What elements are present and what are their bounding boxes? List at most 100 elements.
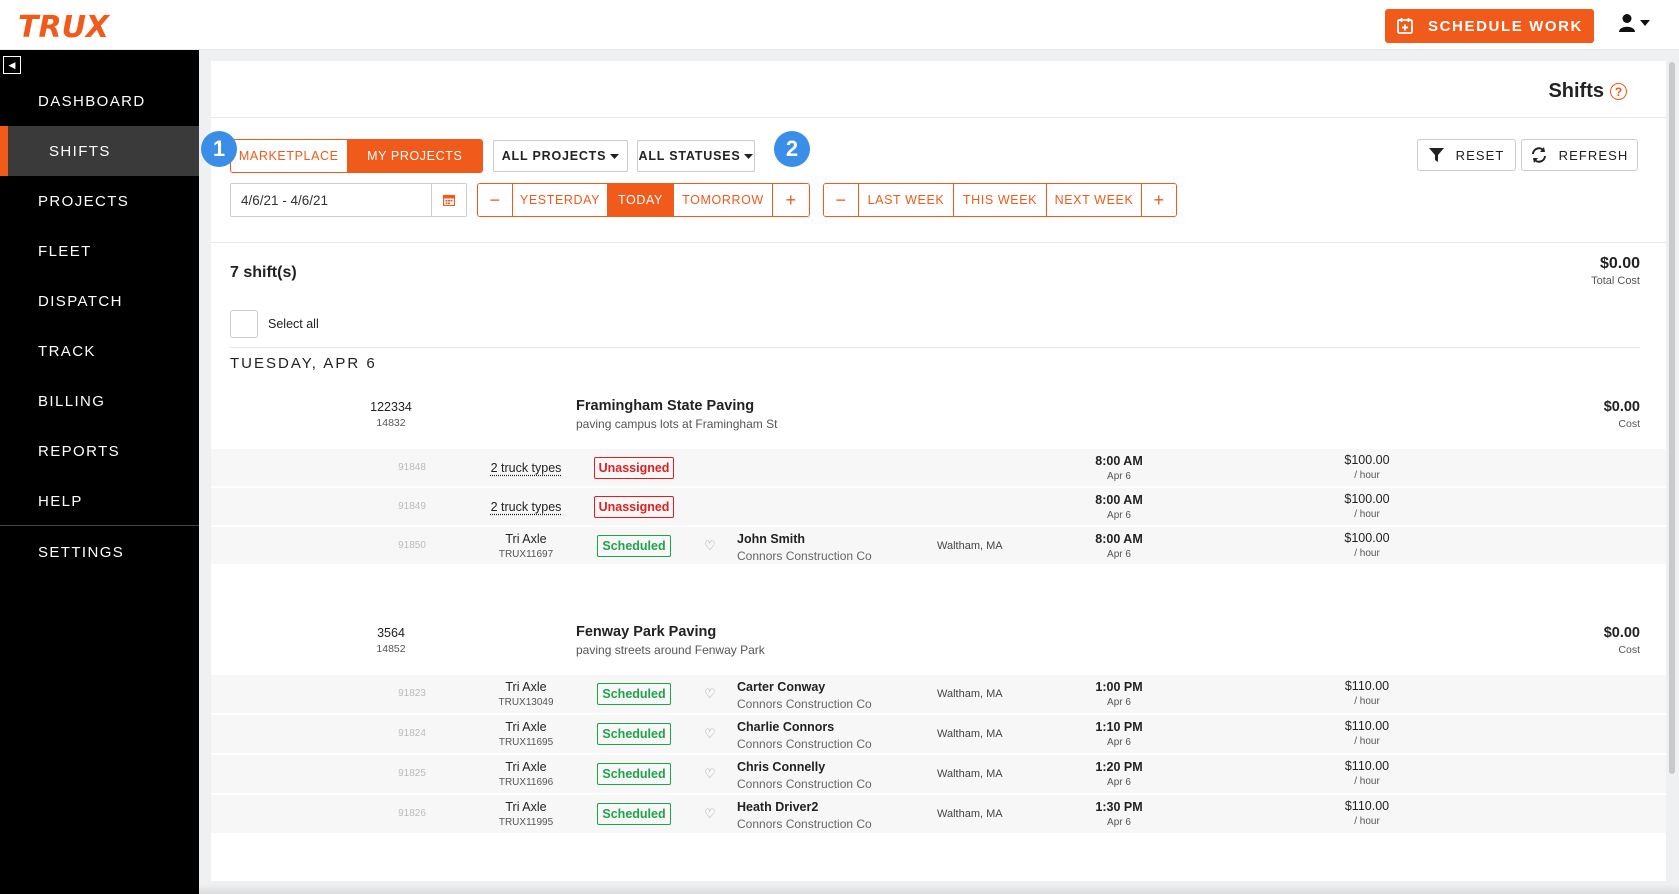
shift-location: Waltham, MA bbox=[937, 688, 1003, 700]
shift-location: Waltham, MA bbox=[937, 808, 1003, 820]
status-badge: Scheduled bbox=[597, 535, 671, 557]
project-cost-value: $0.00 bbox=[1603, 399, 1640, 415]
shift-time-value: 1:30 PM bbox=[1095, 800, 1143, 814]
truck-type[interactable]: 2 truck types bbox=[490, 461, 562, 475]
sidebar: ◀ DASHBOARD SHIFTS PROJECTS FLEET DISPAT… bbox=[0, 50, 199, 894]
truck-type-value: Tri Axle bbox=[505, 680, 547, 694]
scrollbar[interactable] bbox=[1669, 62, 1675, 774]
status-badge: Unassigned bbox=[594, 457, 674, 479]
yesterday-button[interactable]: YESTERDAY bbox=[513, 184, 608, 216]
rate-value: $110.00 bbox=[1344, 799, 1390, 813]
status-badge: Unassigned bbox=[594, 496, 674, 518]
driver-company: Connors Construction Co bbox=[737, 549, 872, 563]
project-sub-number: 14832 bbox=[376, 417, 406, 429]
callout-badge-1: 1 bbox=[201, 131, 237, 167]
rate-unit: / hour bbox=[1354, 776, 1380, 787]
page-title: Shifts ? bbox=[1548, 80, 1627, 103]
driver: Carter Conway Connors Construction Co bbox=[737, 680, 872, 711]
table-row[interactable]: 91823 Tri Axle TRUX13049 Scheduled ♡ Car… bbox=[211, 675, 1666, 714]
reset-label: RESET bbox=[1455, 147, 1505, 163]
today-button[interactable]: TODAY bbox=[608, 184, 674, 216]
tab-my-projects[interactable]: MY PROJECTS bbox=[347, 140, 482, 172]
table-row[interactable]: 91848 2 truck types Unassigned 8:00 AM A… bbox=[211, 449, 1666, 487]
total-cost-value: $0.00 bbox=[1599, 255, 1640, 272]
day-plus-button[interactable]: + bbox=[773, 184, 809, 216]
driver: Heath Driver2 Connors Construction Co bbox=[737, 800, 872, 831]
tab-marketplace[interactable]: MARKETPLACE bbox=[231, 140, 348, 172]
truck-type[interactable]: 2 truck types bbox=[490, 500, 562, 514]
rate-value: $110.00 bbox=[1344, 719, 1390, 733]
rate-unit: / hour bbox=[1354, 696, 1380, 707]
truck-type-value: Tri Axle bbox=[505, 760, 547, 774]
driver-company: Connors Construction Co bbox=[737, 697, 872, 711]
reset-button[interactable]: RESET bbox=[1417, 139, 1516, 171]
select-all-checkbox[interactable] bbox=[230, 310, 258, 338]
sidebar-item-settings[interactable]: SETTINGS bbox=[38, 543, 125, 561]
statuses-dropdown[interactable]: ALL STATUSES bbox=[637, 140, 755, 172]
project-number-value: 122334 bbox=[370, 400, 412, 414]
week-plus-button[interactable]: + bbox=[1142, 184, 1176, 216]
status-badge: Scheduled bbox=[597, 683, 671, 705]
favorite-heart-icon[interactable]: ♡ bbox=[704, 538, 716, 553]
projects-dropdown[interactable]: ALL PROJECTS bbox=[493, 140, 628, 172]
calendar-icon[interactable] bbox=[431, 184, 466, 216]
shift-rate: $110.00 / hour bbox=[1327, 679, 1407, 707]
driver-name: Chris Connelly bbox=[737, 760, 826, 774]
sidebar-item-fleet[interactable]: FLEET bbox=[38, 242, 92, 260]
date-range-picker[interactable]: 4/6/21 - 4/6/21 bbox=[230, 183, 467, 217]
statuses-dropdown-label: ALL STATUSES bbox=[638, 149, 741, 163]
shift-time-value: 1:10 PM bbox=[1095, 720, 1143, 734]
tomorrow-button[interactable]: TOMORROW bbox=[674, 184, 773, 216]
favorite-heart-icon[interactable]: ♡ bbox=[704, 806, 716, 821]
sidebar-item-help[interactable]: HELP bbox=[38, 492, 83, 510]
favorite-heart-icon[interactable]: ♡ bbox=[704, 686, 716, 701]
date-range-input[interactable]: 4/6/21 - 4/6/21 bbox=[241, 192, 329, 208]
table-row[interactable]: 91826 Tri Axle TRUX11995 Scheduled ♡ Hea… bbox=[211, 795, 1666, 834]
project-cost: $0.00 Cost bbox=[1604, 625, 1640, 656]
shift-rate: $110.00 / hour bbox=[1327, 759, 1407, 787]
favorite-heart-icon[interactable]: ♡ bbox=[704, 766, 716, 781]
day-navigator: − YESTERDAY TODAY TOMORROW + bbox=[477, 183, 810, 217]
sidebar-item-reports[interactable]: REPORTS bbox=[38, 442, 121, 460]
week-minus-button[interactable]: − bbox=[824, 184, 859, 216]
filter-icon bbox=[1428, 147, 1444, 162]
sidebar-item-billing[interactable]: BILLING bbox=[38, 392, 106, 410]
shift-date: Apr 6 bbox=[1107, 697, 1131, 708]
sidebar-item-projects[interactable]: PROJECTS bbox=[38, 192, 130, 210]
shift-time-value: 1:00 PM bbox=[1095, 680, 1143, 694]
user-menu[interactable] bbox=[1618, 13, 1650, 33]
last-week-button[interactable]: LAST WEEK bbox=[859, 184, 954, 216]
sidebar-item-dispatch[interactable]: DISPATCH bbox=[38, 292, 123, 310]
project-name[interactable]: Framingham State Paving bbox=[576, 398, 755, 414]
shift-id: 91849 bbox=[398, 501, 426, 512]
table-row[interactable]: 91850 Tri Axle TRUX11697 Scheduled ♡ Joh… bbox=[211, 527, 1666, 565]
top-bar: TRUX SCHEDULE WORK bbox=[0, 0, 1679, 50]
schedule-work-button[interactable]: SCHEDULE WORK bbox=[1385, 9, 1594, 43]
sidebar-item-dashboard[interactable]: DASHBOARD bbox=[38, 92, 146, 110]
this-week-button[interactable]: THIS WEEK bbox=[954, 184, 1047, 216]
shift-location: Waltham, MA bbox=[937, 768, 1003, 780]
help-icon[interactable]: ? bbox=[1610, 83, 1627, 100]
page-title-text: Shifts bbox=[1548, 80, 1604, 102]
table-row[interactable]: 91825 Tri Axle TRUX11696 Scheduled ♡ Chr… bbox=[211, 755, 1666, 794]
project-name[interactable]: Fenway Park Paving bbox=[576, 624, 717, 640]
trux-logo[interactable]: TRUX bbox=[18, 10, 110, 45]
next-week-button[interactable]: NEXT WEEK bbox=[1047, 184, 1142, 216]
select-all-label[interactable]: Select all bbox=[268, 317, 319, 331]
table-row[interactable]: 91824 Tri Axle TRUX11695 Scheduled ♡ Cha… bbox=[211, 715, 1666, 754]
shift-id: 91848 bbox=[398, 462, 426, 473]
driver-name: John Smith bbox=[737, 532, 806, 546]
driver-name: Charlie Connors bbox=[737, 720, 835, 734]
refresh-button[interactable]: REFRESH bbox=[1521, 139, 1638, 171]
collapse-sidebar-icon[interactable]: ◀ bbox=[3, 56, 21, 74]
refresh-label: REFRESH bbox=[1558, 147, 1629, 163]
driver-company: Connors Construction Co bbox=[737, 817, 872, 831]
sidebar-item-shifts[interactable]: SHIFTS bbox=[0, 126, 199, 176]
table-row[interactable]: 91849 2 truck types Unassigned 8:00 AM A… bbox=[211, 488, 1666, 526]
schedule-work-label: SCHEDULE WORK bbox=[1428, 17, 1583, 35]
truck-id: TRUX11695 bbox=[498, 737, 554, 748]
day-minus-button[interactable]: − bbox=[478, 184, 513, 216]
sidebar-item-track[interactable]: TRACK bbox=[38, 342, 96, 360]
project-number: 3564 14852 bbox=[316, 626, 466, 655]
favorite-heart-icon[interactable]: ♡ bbox=[704, 726, 716, 741]
